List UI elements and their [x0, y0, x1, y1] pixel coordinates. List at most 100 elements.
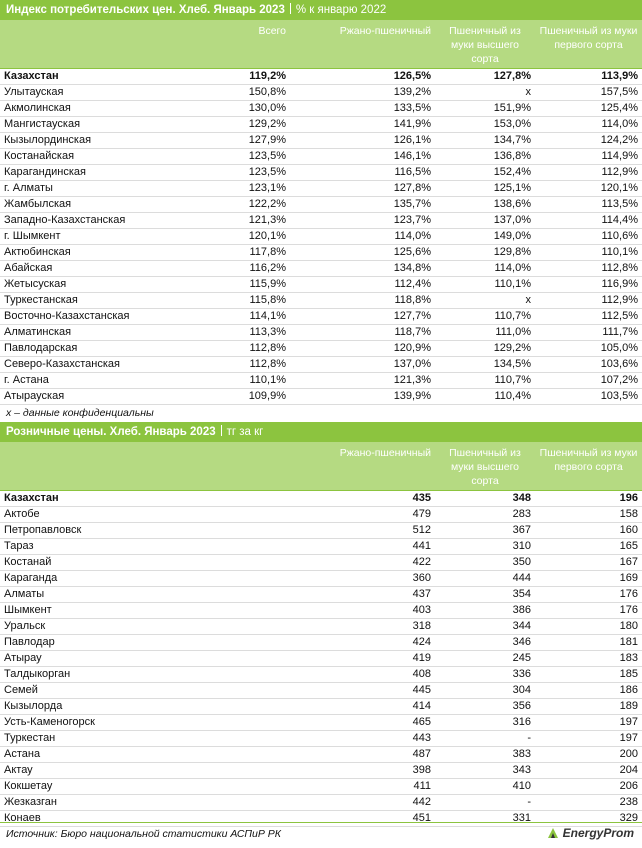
region-cell: Карагандинская	[0, 164, 240, 181]
value-cell: 354	[435, 586, 535, 603]
value-cell: 127,9%	[240, 132, 290, 149]
value-cell: 183	[535, 650, 642, 667]
region-cell: Туркестан	[0, 730, 290, 747]
value-cell: 126,1%	[290, 132, 435, 149]
region-cell: Караганда	[0, 570, 290, 587]
header-cell: Пшеничный из муки первого сорта	[535, 442, 642, 491]
row: Абайская 116,2% 134,8% 114,0% 112,8%	[0, 260, 642, 277]
value-cell: 411	[290, 778, 435, 795]
value-cell: 189	[535, 698, 642, 715]
value-cell: 441	[290, 538, 435, 555]
region-cell: Астана	[0, 746, 290, 763]
region-cell: г. Астана	[0, 372, 240, 389]
value-cell: 160	[535, 522, 642, 539]
value-cell: 114,9%	[535, 148, 642, 165]
row: Улытауская 150,8% 139,2% х 157,5%	[0, 84, 642, 101]
value-cell: 117,8%	[240, 244, 290, 261]
source: Источник: Бюро национальной статистики А…	[6, 828, 281, 840]
header-row: Всего Ржано-пшеничный Пшеничный из муки вы…	[0, 20, 642, 69]
value-cell: 119,2%	[240, 68, 290, 85]
table-title-bar: Индекс потребительских цен. Хлеб. Январь…	[0, 0, 642, 20]
table: Ржано-пшеничный Пшеничный из муки высшего…	[0, 442, 642, 827]
logo-text: EnergyProm	[562, 826, 634, 840]
value-cell: 112,8%	[240, 356, 290, 373]
value-cell: 419	[290, 650, 435, 667]
row: Западно-Казахстанская 121,3% 123,7% 137,0% 1…	[0, 212, 642, 229]
row: Талдыкорган 408 336 185	[0, 666, 642, 683]
value-cell: 116,2%	[240, 260, 290, 277]
region-cell: Казахстан	[0, 68, 240, 85]
value-cell: 167	[535, 554, 642, 571]
separator	[289, 3, 291, 14]
value-cell: 356	[435, 698, 535, 715]
value-cell: 196	[535, 490, 642, 507]
logo: EnergyProm	[546, 826, 634, 840]
value-cell: 343	[435, 762, 535, 779]
footer: Источник: Бюро национальной статистики А…	[0, 822, 642, 848]
value-cell: 118,7%	[290, 324, 435, 341]
value-cell: 304	[435, 682, 535, 699]
value-cell: 109,9%	[240, 388, 290, 405]
value-cell: 112,4%	[290, 276, 435, 293]
value-cell: 105,0%	[535, 340, 642, 357]
thead: Ржано-пшеничный Пшеничный из муки высшего…	[0, 442, 642, 491]
region-cell: Кызылорда	[0, 698, 290, 715]
value-cell: 150,8%	[240, 84, 290, 101]
table-subtitle: % к январю 2022	[295, 4, 387, 16]
header-cell: Ржано-пшеничный	[290, 20, 435, 69]
value-cell: 135,7%	[290, 196, 435, 213]
region-cell: Актюбинская	[0, 244, 240, 261]
value-cell: 112,8%	[535, 260, 642, 277]
thead: Всего Ржано-пшеничный Пшеничный из муки вы…	[0, 20, 642, 69]
value-cell: 129,8%	[435, 244, 535, 261]
value-cell: 112,9%	[535, 292, 642, 309]
value-cell: 479	[290, 506, 435, 523]
header-cell: Пшеничный из муки высшего сорта	[435, 442, 535, 491]
row: Алматинская 113,3% 118,7% 111,0% 111,7%	[0, 324, 642, 341]
region-cell: Шымкент	[0, 602, 290, 619]
value-cell: 122,2%	[240, 196, 290, 213]
row: Уральск 318 344 180	[0, 618, 642, 635]
value-cell: 139,9%	[290, 388, 435, 405]
row: Жетысуская 115,9% 112,4% 110,1% 116,9%	[0, 276, 642, 293]
value-cell: 112,5%	[535, 308, 642, 325]
row: Усть-Каменогорск 465 316 197	[0, 714, 642, 731]
row: Актау 398 343 204	[0, 762, 642, 779]
header-cell	[0, 442, 290, 491]
value-cell: 126,5%	[290, 68, 435, 85]
value-cell: 487	[290, 746, 435, 763]
row: Петропавловск 512 367 160	[0, 522, 642, 539]
value-cell: 110,1%	[435, 276, 535, 293]
region-cell: Мангистауская	[0, 116, 240, 133]
value-cell: 350	[435, 554, 535, 571]
value-cell: 181	[535, 634, 642, 651]
row: Атырау 419 245 183	[0, 650, 642, 667]
row: Кызылординская 127,9% 126,1% 134,7% 124,2%	[0, 132, 642, 149]
region-cell: Павлодарская	[0, 340, 240, 357]
value-cell: 408	[290, 666, 435, 683]
value-cell: 123,1%	[240, 180, 290, 197]
value-cell: х	[435, 84, 535, 101]
value-cell: 115,8%	[240, 292, 290, 309]
value-cell: 110,1%	[240, 372, 290, 389]
value-cell: 125,1%	[435, 180, 535, 197]
region-cell: Костанай	[0, 554, 290, 571]
value-cell: 120,9%	[290, 340, 435, 357]
value-cell: 414	[290, 698, 435, 715]
value-cell: 465	[290, 714, 435, 731]
region-cell: Атырауская	[0, 388, 240, 405]
row: Костанайская 123,5% 146,1% 136,8% 114,9%	[0, 148, 642, 165]
value-cell: 151,9%	[435, 100, 535, 117]
value-cell: 114,0%	[290, 228, 435, 245]
value-cell: 129,2%	[240, 116, 290, 133]
row: Жамбылская 122,2% 135,7% 138,6% 113,5%	[0, 196, 642, 213]
value-cell: 245	[435, 650, 535, 667]
value-cell: 403	[290, 602, 435, 619]
row: Шымкент 403 386 176	[0, 602, 642, 619]
table-subtitle: тг за кг	[226, 426, 264, 438]
value-cell: -	[435, 794, 535, 811]
region-cell: Алматинская	[0, 324, 240, 341]
region-cell: Талдыкорган	[0, 666, 290, 683]
value-cell: 176	[535, 586, 642, 603]
value-cell: 367	[435, 522, 535, 539]
